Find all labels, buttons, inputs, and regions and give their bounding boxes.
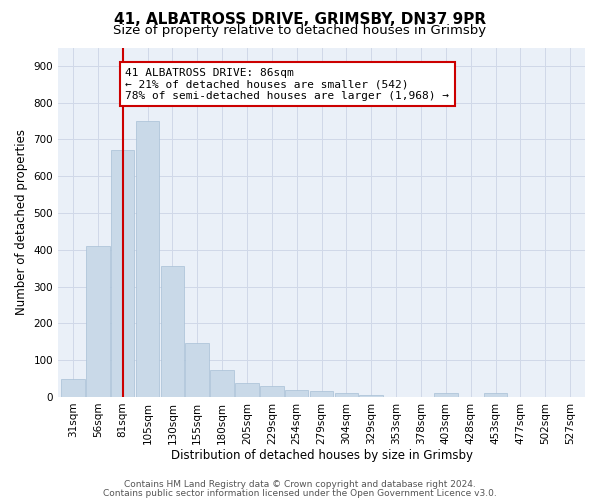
Bar xyxy=(111,150,134,397)
Bar xyxy=(86,246,110,397)
Y-axis label: Number of detached properties: Number of detached properties xyxy=(15,129,28,315)
Bar xyxy=(235,384,259,397)
Text: Contains public sector information licensed under the Open Government Licence v3: Contains public sector information licen… xyxy=(103,488,497,498)
Bar xyxy=(136,121,160,397)
Bar xyxy=(161,266,184,397)
Bar xyxy=(185,342,209,397)
Bar xyxy=(260,386,284,397)
Bar xyxy=(434,394,458,397)
Bar xyxy=(285,390,308,397)
Text: Size of property relative to detached houses in Grimsby: Size of property relative to detached ho… xyxy=(113,24,487,37)
Text: 41 ALBATROSS DRIVE: 86sqm
← 21% of detached houses are smaller (542)
78% of semi: 41 ALBATROSS DRIVE: 86sqm ← 21% of detac… xyxy=(125,68,449,101)
Bar xyxy=(210,370,234,397)
Bar xyxy=(359,395,383,397)
Bar xyxy=(310,392,334,397)
Text: Contains HM Land Registry data © Crown copyright and database right 2024.: Contains HM Land Registry data © Crown c… xyxy=(124,480,476,489)
Text: 41, ALBATROSS DRIVE, GRIMSBY, DN37 9PR: 41, ALBATROSS DRIVE, GRIMSBY, DN37 9PR xyxy=(114,12,486,28)
Bar xyxy=(61,378,85,397)
Bar xyxy=(484,394,508,397)
Bar xyxy=(335,394,358,397)
X-axis label: Distribution of detached houses by size in Grimsby: Distribution of detached houses by size … xyxy=(170,450,473,462)
